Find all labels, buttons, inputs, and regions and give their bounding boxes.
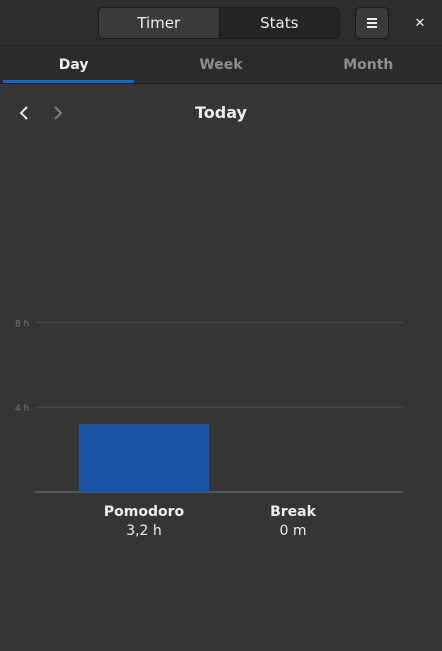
category-label-break: Break <box>270 504 316 520</box>
period-title: Today <box>195 103 247 122</box>
next-button[interactable] <box>48 102 68 124</box>
chart-canvas: 4 h 8 h <box>15 319 403 493</box>
tab-week[interactable]: Week <box>199 56 243 73</box>
stats-chart: 4 h 8 h <box>0 300 442 500</box>
bar-pomodoro <box>79 424 209 492</box>
category-value-break: 0 m <box>279 523 307 539</box>
hamburger-icon <box>367 18 377 28</box>
period-tabs: Day Week Month <box>0 46 442 84</box>
category-label-pomodoro: Pomodoro <box>103 504 185 520</box>
chevron-right-icon <box>54 106 63 120</box>
previous-button[interactable] <box>14 102 34 124</box>
date-navigation: Today <box>0 98 442 128</box>
y-tick-label: 4 h <box>15 404 29 414</box>
tab-day[interactable]: Day <box>0 46 147 83</box>
stats-view-button[interactable]: Stats <box>218 8 339 38</box>
category-value-pomodoro: 3,2 h <box>126 523 162 539</box>
close-icon: ✕ <box>414 15 426 31</box>
tab-month[interactable]: Month <box>343 56 394 73</box>
chevron-left-icon <box>19 106 28 120</box>
close-button[interactable]: ✕ <box>404 7 436 39</box>
menu-button[interactable] <box>355 7 389 39</box>
view-switcher: Timer Stats <box>98 7 340 39</box>
y-tick-label: 8 h <box>15 319 29 329</box>
timer-view-button[interactable]: Timer <box>99 8 219 38</box>
header-bar: Timer Stats ✕ <box>0 0 442 46</box>
